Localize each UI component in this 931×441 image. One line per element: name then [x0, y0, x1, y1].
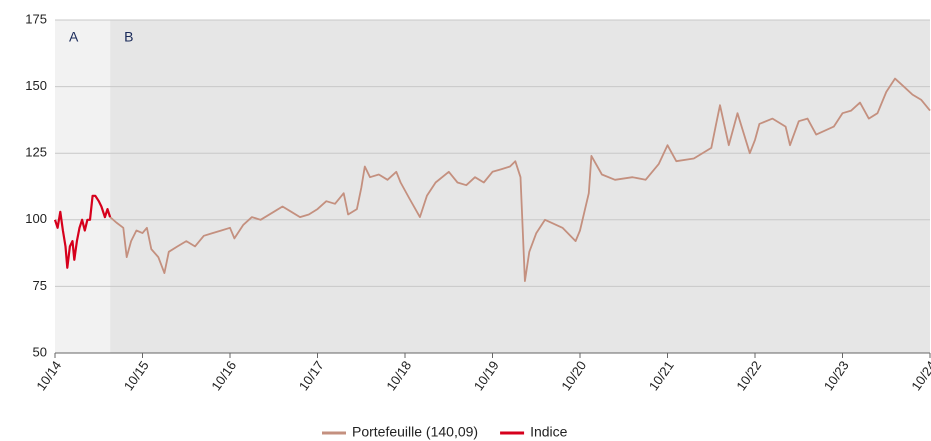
x-tick-label: 10/18: [383, 358, 414, 393]
legend-label: Indice: [530, 424, 568, 440]
x-tick-label: 10/23: [821, 358, 852, 393]
x-tick-label: 10/20: [558, 358, 589, 393]
x-tick-label: 10/16: [208, 358, 239, 393]
x-tick-label: 10/14: [33, 358, 64, 393]
y-tick-label: 125: [25, 145, 47, 160]
x-tick-label: 10/17: [296, 358, 327, 393]
series-line: [53, 194, 112, 269]
y-tick-label: 175: [25, 11, 47, 26]
y-tick-label: 75: [33, 278, 47, 293]
region: [55, 20, 111, 353]
y-tick-label: 50: [33, 344, 47, 359]
region-label: A: [69, 29, 79, 45]
y-tick-label: 100: [25, 211, 47, 226]
x-tick-label: 10/22: [733, 358, 764, 393]
legend-label: Portefeuille (140,09): [352, 424, 478, 440]
x-tick-label: 10/24: [908, 358, 931, 393]
region-label: B: [124, 29, 133, 45]
x-tick-label: 10/19: [471, 358, 502, 393]
x-tick-label: 10/15: [121, 358, 152, 393]
series-line: [109, 77, 931, 282]
x-tick-label: 10/21: [646, 358, 677, 393]
y-tick-label: 150: [25, 78, 47, 93]
